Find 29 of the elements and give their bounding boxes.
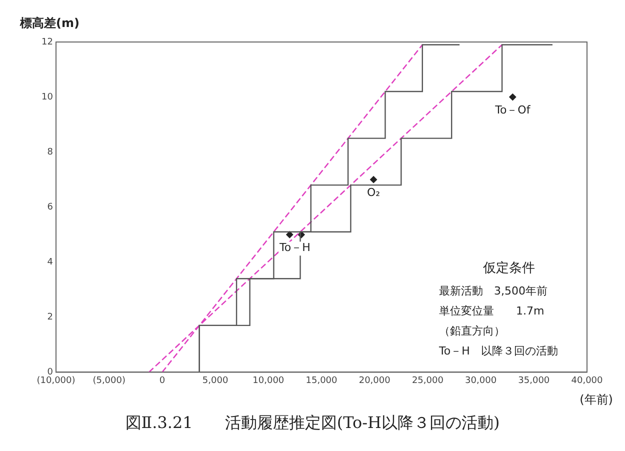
text: 図Ⅱ.3.21 活動履歴推定図(To-H以降３回の活動) bbox=[124, 413, 501, 434]
x-tick-label: (10,000) bbox=[36, 376, 76, 386]
annotation: To－H bbox=[278, 240, 310, 254]
x-tick-label: 40,000 bbox=[571, 376, 604, 386]
annotation: （鉛直方向） bbox=[439, 324, 505, 338]
y-axis-title: 標高差(m) bbox=[19, 16, 80, 30]
x-tick-label: 25,000 bbox=[412, 376, 444, 386]
x-tick-label: 30,000 bbox=[465, 376, 497, 386]
x-tick-label: 35,000 bbox=[518, 376, 550, 386]
y-tick-label: 10 bbox=[42, 92, 54, 102]
y-tick-label: 2 bbox=[47, 312, 53, 323]
y-tick-label: 6 bbox=[47, 202, 54, 212]
x-tick-label: 20,000 bbox=[358, 376, 391, 386]
y-tick-label: 4 bbox=[47, 257, 54, 268]
annotation: O₂ bbox=[367, 186, 380, 199]
annotation: 最新活動 3,500年前 bbox=[439, 284, 548, 298]
x-tick-label: 0 bbox=[159, 376, 166, 386]
annotation: 仮定条件 bbox=[482, 261, 535, 276]
y-tick-label: 8 bbox=[47, 147, 54, 158]
y-tick-label: 12 bbox=[42, 37, 53, 48]
annotation: 単位変位量 1.7m bbox=[439, 304, 544, 318]
x-tick-label: 5,000 bbox=[202, 376, 228, 386]
x-tick-label: 10,000 bbox=[252, 376, 284, 386]
annotation: To－Of bbox=[494, 103, 532, 116]
x-axis-title: (年前) bbox=[580, 392, 613, 406]
y-tick-label: 0 bbox=[47, 368, 54, 378]
annotation: To－H 以降３回の活動 bbox=[438, 344, 558, 358]
x-tick-label: 15,000 bbox=[306, 376, 338, 386]
x-tick-label: (5,000) bbox=[92, 376, 126, 386]
